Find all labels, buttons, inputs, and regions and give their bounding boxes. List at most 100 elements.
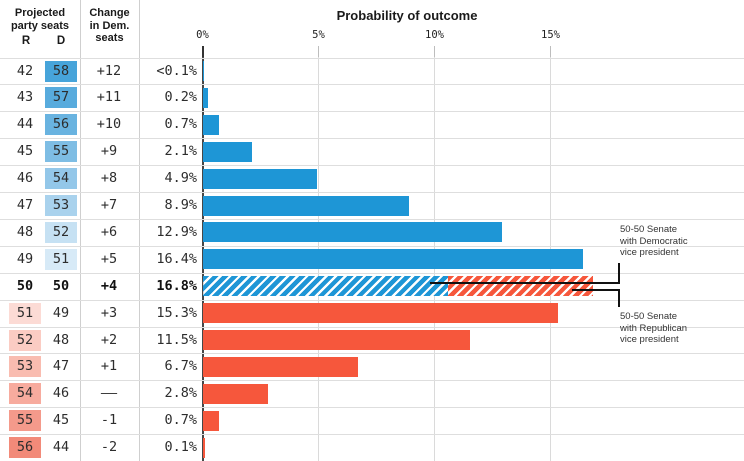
row-gridline xyxy=(0,299,744,301)
r-seats-cell: 51 xyxy=(9,302,41,324)
column-divider-seats-change xyxy=(80,0,81,461)
probability-bar xyxy=(203,383,268,404)
probability-bar xyxy=(203,410,220,431)
r-seats-cell: 53 xyxy=(9,356,41,378)
row-gridline xyxy=(0,272,744,274)
probability-cell: 2.8% xyxy=(164,385,197,402)
probability-bar xyxy=(203,168,317,189)
row-gridline xyxy=(0,57,744,59)
r-seats-cell: 45 xyxy=(16,143,34,160)
row-gridline xyxy=(0,353,744,355)
probability-bar xyxy=(203,222,503,243)
probability-cell: 0.7% xyxy=(164,412,197,429)
probability-cell: 8.9% xyxy=(164,197,197,213)
probability-bar xyxy=(203,61,205,81)
probability-bar xyxy=(203,87,208,108)
democrat-column-header: D xyxy=(56,35,66,47)
change-cell: +2 xyxy=(100,331,118,348)
row-gridline xyxy=(0,434,744,436)
d-seats-cell: 51 xyxy=(45,248,77,270)
probability-bar xyxy=(203,141,252,162)
annotation-connector-dem-horizontal xyxy=(430,282,620,284)
probability-cell: <0.1% xyxy=(156,62,197,79)
r-seats-cell: 44 xyxy=(16,116,34,133)
column-divider-change-prob xyxy=(138,0,140,461)
annotation-republican-vp: 50-50 Senate with Republican vice presid… xyxy=(620,311,688,345)
zero-axis xyxy=(201,46,204,461)
r-seats-cell: 46 xyxy=(16,170,34,187)
chart-title: Probability of outcome xyxy=(336,8,478,23)
probability-bar xyxy=(203,249,584,270)
row-gridline xyxy=(0,138,744,140)
probability-cell: 6.7% xyxy=(164,358,197,375)
probability-bar xyxy=(203,356,359,377)
projected-seats-header: Projected party seats xyxy=(10,7,70,32)
d-seats-cell: 46 xyxy=(52,385,70,402)
d-seats-cell: 56 xyxy=(45,114,77,136)
d-seats-cell: 45 xyxy=(52,412,70,429)
probability-bar xyxy=(203,114,220,135)
probability-cell: 0.7% xyxy=(164,116,197,133)
d-seats-cell: 53 xyxy=(45,195,77,216)
row-gridline xyxy=(0,111,744,113)
r-seats-cell: 43 xyxy=(16,89,34,106)
x-tick-mark-5 xyxy=(318,46,319,57)
probability-cell: 0.2% xyxy=(164,89,197,106)
r-seats-cell: 47 xyxy=(16,197,34,213)
x-tick-label-15: 15% xyxy=(541,29,560,41)
probability-cell: 4.9% xyxy=(164,170,197,187)
row-gridline xyxy=(0,380,744,382)
d-seats-cell: 55 xyxy=(45,141,77,163)
change-cell: +7 xyxy=(100,197,118,213)
r-seats-cell: 55 xyxy=(9,410,41,432)
x-tick-label-10: 10% xyxy=(425,29,444,41)
x-tick-label-5: 5% xyxy=(312,29,325,41)
change-cell: +6 xyxy=(100,223,118,240)
d-seats-cell: 47 xyxy=(52,358,70,375)
d-seats-cell: 52 xyxy=(45,221,77,243)
change-cell: +10 xyxy=(96,116,122,133)
row-gridline xyxy=(0,326,744,328)
r-seats-cell: 50 xyxy=(16,277,34,294)
d-seats-cell: 58 xyxy=(45,60,77,82)
change-cell: +11 xyxy=(96,89,122,106)
annotation-connector-rep-horizontal xyxy=(572,289,620,291)
change-cell: +8 xyxy=(100,170,118,187)
row-gridline xyxy=(0,407,744,409)
change-cell: -1 xyxy=(100,412,118,429)
d-seats-cell: 44 xyxy=(52,439,70,456)
d-seats-cell: 57 xyxy=(45,87,77,109)
annotation-connector-dem-vertical xyxy=(618,263,620,284)
republican-column-header: R xyxy=(21,35,31,47)
x-tick-mark-0 xyxy=(201,46,204,57)
probability-bar-rep-segment xyxy=(447,276,593,297)
probability-bar-dem-segment xyxy=(203,276,448,297)
d-seats-cell: 50 xyxy=(52,277,70,294)
annotation-connector-rep-vertical xyxy=(618,289,620,307)
probability-bar xyxy=(203,330,470,350)
probability-cell: 15.3% xyxy=(156,304,197,321)
probability-cell: 16.4% xyxy=(156,250,197,267)
change-cell: +12 xyxy=(96,62,122,79)
probability-bar xyxy=(203,195,410,216)
r-seats-cell: 48 xyxy=(16,223,34,240)
r-seats-cell: 49 xyxy=(16,250,34,267)
x-tick-label-0: 0% xyxy=(196,29,209,41)
x-tick-mark-10 xyxy=(434,46,435,57)
change-cell: +1 xyxy=(100,358,118,375)
change-in-dem-seats-header: Change in Dem. seats xyxy=(89,7,130,44)
r-seats-cell: 42 xyxy=(16,62,34,79)
r-seats-cell: 54 xyxy=(9,383,41,405)
change-cell: +5 xyxy=(100,250,118,267)
d-seats-cell: 54 xyxy=(45,168,77,190)
probability-bar xyxy=(203,303,558,324)
d-seats-cell: 49 xyxy=(52,304,70,321)
change-cell: +3 xyxy=(100,304,118,321)
probability-cell: 16.8% xyxy=(156,277,197,294)
probability-cell: 12.9% xyxy=(156,223,197,240)
change-cell: +4 xyxy=(100,277,118,294)
change-cell: +9 xyxy=(100,143,118,160)
row-gridline xyxy=(0,84,744,86)
r-seats-cell: 52 xyxy=(9,329,41,351)
